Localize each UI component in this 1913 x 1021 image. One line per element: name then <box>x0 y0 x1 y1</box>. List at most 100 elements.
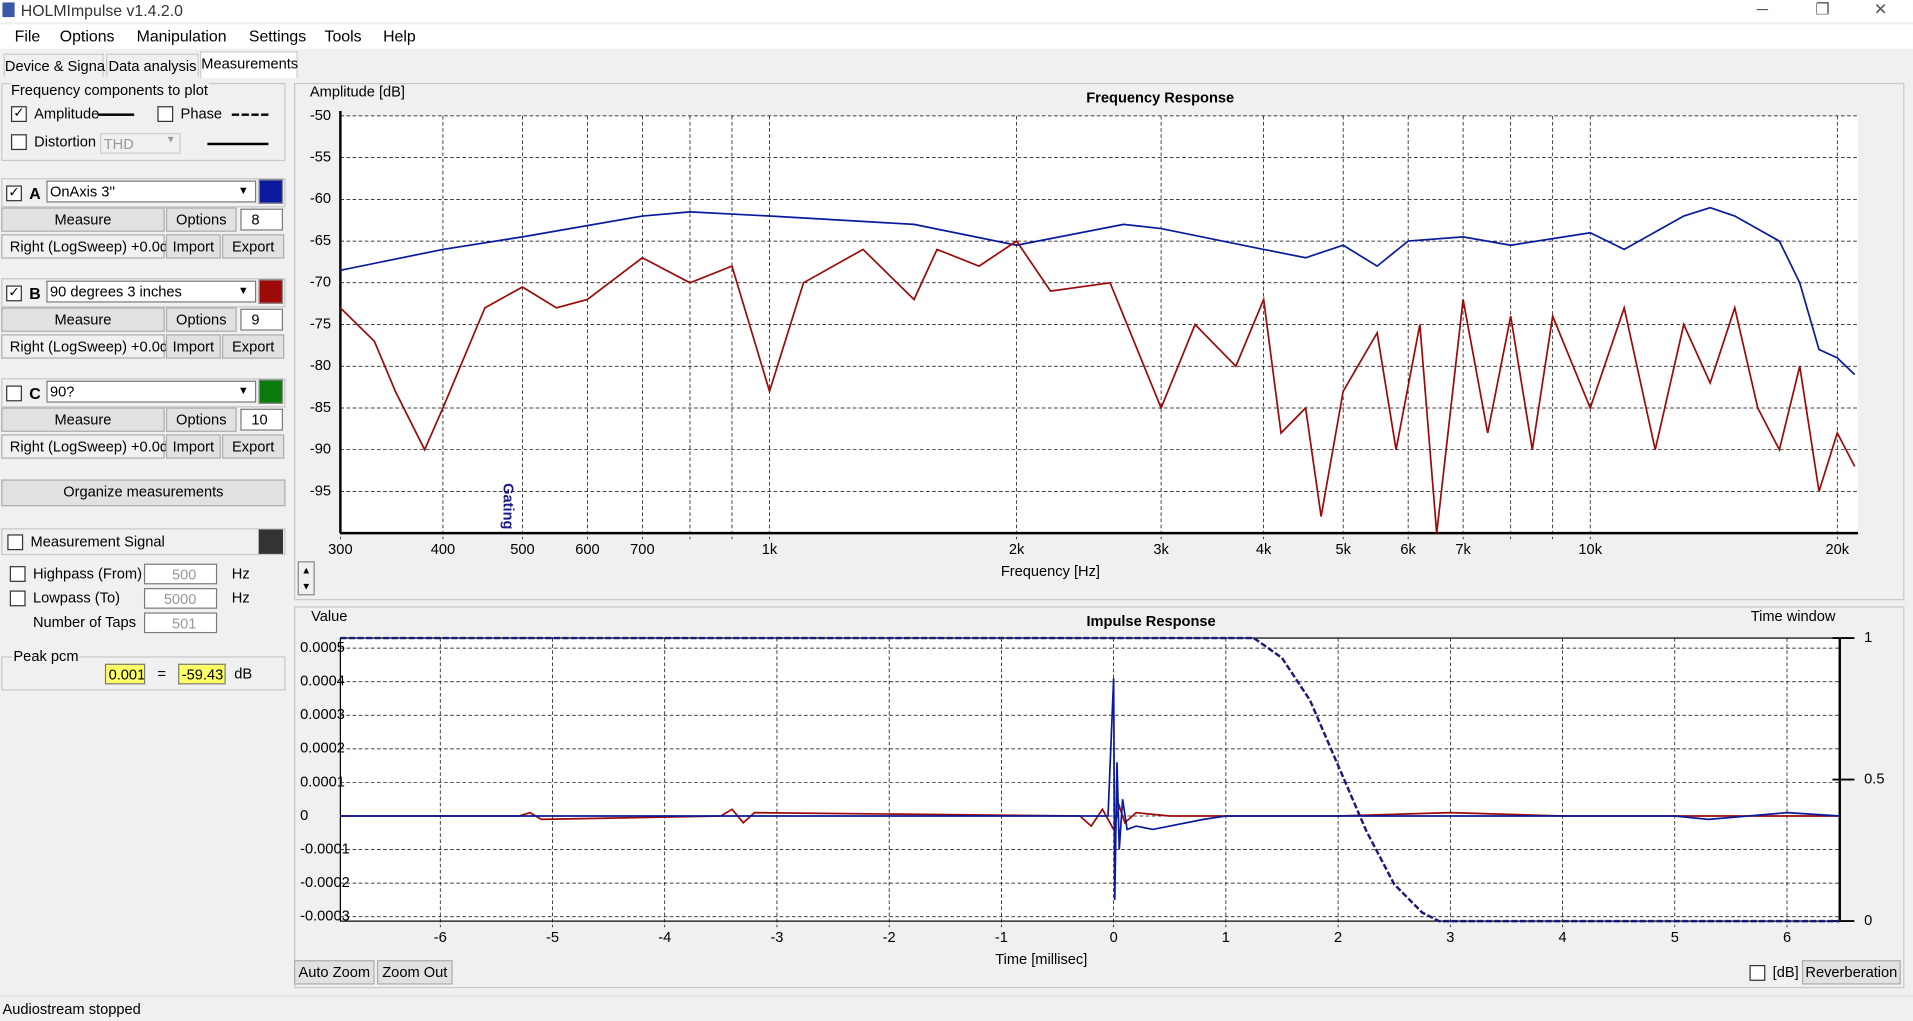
y-tick-label: -60 <box>310 191 331 207</box>
minimize-button[interactable]: ─ <box>1756 0 1769 19</box>
x-tick-label: 1 <box>1222 930 1230 946</box>
menu-item[interactable]: Settings <box>248 26 307 46</box>
auto-zoom-button[interactable]: Auto Zoom <box>294 960 375 985</box>
checkbox[interactable] <box>10 134 27 151</box>
menu-bar <box>0 24 1913 49</box>
y-tick-label: -0.0002 <box>300 875 350 891</box>
options-button[interactable]: Options <box>165 207 237 232</box>
x-tick-label: -5 <box>546 930 559 946</box>
options-button[interactable]: Options <box>165 407 237 432</box>
close-button[interactable]: ✕ <box>1873 0 1888 19</box>
export-button[interactable]: Export <box>222 334 285 359</box>
menu-item[interactable]: Manipulation <box>136 26 227 46</box>
x-tick-label: 2 <box>1334 930 1342 946</box>
color-swatch[interactable] <box>258 179 284 204</box>
channel-group <box>1 178 286 208</box>
field-label: Lowpass (To) <box>32 589 121 607</box>
equals: = <box>157 664 166 682</box>
checkbox[interactable] <box>1749 965 1766 981</box>
checkbox-label: Phase <box>180 104 223 122</box>
series-line <box>340 206 1856 376</box>
export-button[interactable]: Export <box>222 434 285 459</box>
x-tick-label: 700 <box>630 542 654 558</box>
channel-name-select[interactable]: 90 degrees 3 inches <box>46 280 257 303</box>
y-tick-label: -50 <box>310 108 331 124</box>
menu-item[interactable]: Tools <box>324 26 362 46</box>
x-tick-label: 3k <box>1153 542 1169 558</box>
x-tick-label: -6 <box>434 930 447 946</box>
color-swatch[interactable] <box>258 529 284 554</box>
distortion-select[interactable]: THD <box>100 132 181 154</box>
menu-item[interactable]: File <box>14 26 41 46</box>
tab[interactable]: Device & Signal <box>3 53 108 77</box>
reverberation-button[interactable]: Reverberation <box>1801 960 1901 985</box>
source-label: Right (LogSweep) +0.0dB <box>1 234 178 259</box>
checkbox[interactable]: ✓ <box>6 185 22 202</box>
x-tick-label: 2k <box>1009 542 1025 558</box>
series-line <box>340 678 1840 900</box>
checkbox[interactable] <box>157 106 174 122</box>
restore-button[interactable]: ❐ <box>1815 0 1830 19</box>
options-button[interactable]: Options <box>165 307 237 332</box>
checkbox[interactable] <box>9 566 26 582</box>
y-tick-label: -0.0003 <box>300 909 350 925</box>
organize-button[interactable]: Organize measurements <box>1 479 286 507</box>
channel-group <box>1 378 286 408</box>
tab[interactable]: Data analysis <box>106 53 199 77</box>
taps-input[interactable]: 501 <box>143 612 218 634</box>
y2-tick-label: 0.5 <box>1864 771 1884 787</box>
checkbox[interactable] <box>7 534 24 551</box>
source-label: Right (LogSweep) +0.0dB <box>1 334 178 359</box>
x-tick-label: 6k <box>1400 542 1416 558</box>
tab[interactable]: Measurements <box>200 51 298 79</box>
x-tick-label: -2 <box>883 930 896 946</box>
y-axis-label: Value <box>311 609 347 625</box>
lowpass-input[interactable]: 5000 <box>143 588 218 609</box>
menu-item[interactable]: Options <box>59 26 115 46</box>
y2-tick-label: 1 <box>1864 630 1872 646</box>
y-tick-label: 0 <box>300 808 308 824</box>
x-tick-label: 5 <box>1671 930 1679 946</box>
channel-letter: A <box>29 184 41 203</box>
chart-title: Frequency Response <box>1086 91 1234 107</box>
channel-name-select[interactable]: OnAxis 3'' <box>46 180 257 203</box>
title-bar <box>0 0 1913 22</box>
x-tick-label: 3 <box>1446 930 1454 946</box>
menu-item[interactable]: Help <box>383 26 416 46</box>
peak-db: -59.43 <box>178 663 226 685</box>
zoom-out-button[interactable]: Zoom Out <box>376 960 453 985</box>
plot-area <box>339 637 1841 922</box>
checkbox[interactable]: ✓ <box>6 285 22 302</box>
measure-button[interactable]: Measure <box>1 307 165 332</box>
checkbox[interactable] <box>6 385 22 402</box>
channel-name-select[interactable]: 90? <box>46 380 257 403</box>
y-tick-label: -75 <box>310 316 331 332</box>
count-spinner[interactable]: 10 <box>240 408 284 431</box>
checkbox-label: Amplitude <box>34 104 100 122</box>
y-tick-label: -0.0001 <box>300 841 350 857</box>
y-tick-label: -80 <box>310 358 331 374</box>
status-text: Audiostream stopped <box>2 1000 141 1018</box>
status-bar <box>0 995 1913 1021</box>
dropdown-arrow: ▼ <box>237 384 249 397</box>
checkbox[interactable] <box>9 590 26 607</box>
x-tick-label: 10k <box>1578 542 1602 558</box>
color-swatch[interactable] <box>258 379 284 404</box>
channel-letter: C <box>29 384 41 403</box>
splitter-arrows[interactable]: ▲ ▼ <box>297 561 315 596</box>
annotation: Gating <box>500 483 516 529</box>
highpass-input[interactable]: 500 <box>143 563 218 585</box>
measure-button[interactable]: Measure <box>1 407 165 432</box>
y-tick-label: -90 <box>310 442 331 458</box>
export-button[interactable]: Export <box>222 234 285 259</box>
count-spinner[interactable]: 9 <box>240 308 284 331</box>
x-tick-label: 20k <box>1825 542 1849 558</box>
import-button[interactable]: Import <box>165 334 221 359</box>
count-spinner[interactable]: 8 <box>240 208 284 231</box>
import-button[interactable]: Import <box>165 434 221 459</box>
color-swatch[interactable] <box>258 279 284 304</box>
channel-letter: B <box>29 284 41 303</box>
import-button[interactable]: Import <box>165 234 221 259</box>
checkbox[interactable]: ✓ <box>10 106 27 122</box>
measure-button[interactable]: Measure <box>1 207 165 232</box>
